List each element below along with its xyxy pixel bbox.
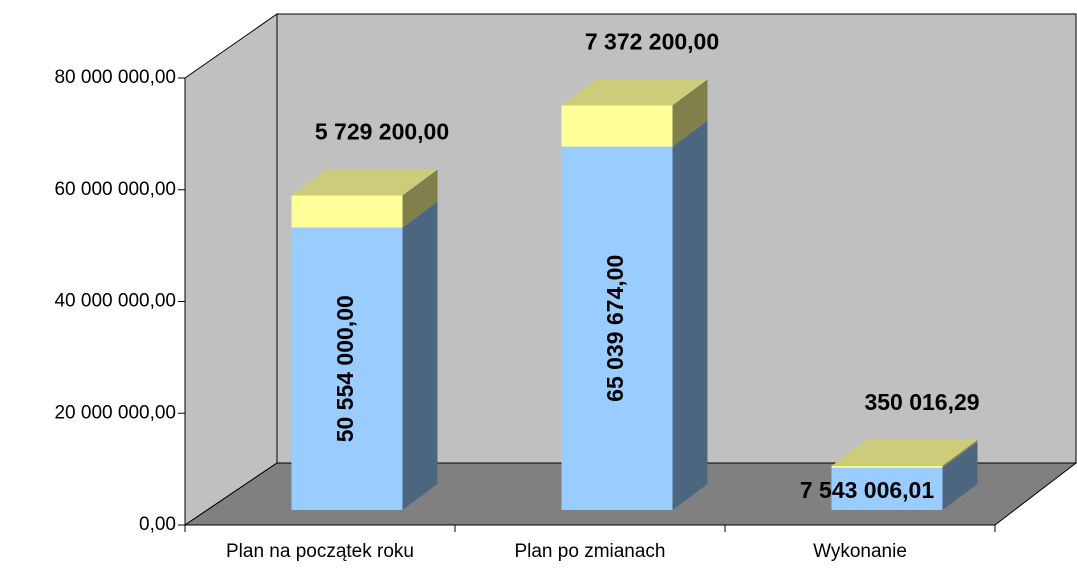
value-label: 5 729 200,00	[315, 119, 449, 145]
bar-front	[291, 195, 403, 228]
bar-side	[942, 439, 978, 468]
bar-front	[561, 105, 673, 147]
value-label: 50 554 000,00	[332, 295, 358, 442]
bar-side	[672, 120, 708, 510]
value-label: 65 039 674,00	[602, 255, 628, 402]
y-tick-label: 60 000 000,00	[54, 179, 176, 200]
x-tick-label: Wykonanie	[813, 541, 907, 562]
x-tick-label: Plan na początek roku	[226, 541, 414, 562]
x-tick-label: Plan po zmianach	[514, 541, 665, 562]
bar-side	[402, 201, 438, 510]
value-label: 350 016,29	[864, 389, 979, 415]
bar-front	[561, 146, 673, 510]
y-tick-label: 40 000 000,00	[54, 291, 176, 312]
bar-top	[561, 79, 708, 106]
bar-side	[402, 169, 438, 228]
y-tick-label: 20 000 000,00	[54, 402, 176, 423]
bar-side	[942, 441, 978, 510]
bar-top	[291, 169, 438, 196]
bar-side	[672, 79, 708, 147]
bar-top	[831, 439, 978, 466]
side-wall	[184, 13, 278, 526]
bar-front	[831, 465, 943, 468]
value-label: 7 372 200,00	[585, 28, 719, 54]
y-tick-label: 80 000 000,00	[54, 67, 176, 88]
bar-front	[291, 227, 403, 510]
y-tick-label: 0,00	[139, 514, 176, 535]
bar-front	[831, 467, 943, 510]
value-label: 7 543 006,01	[800, 477, 935, 503]
